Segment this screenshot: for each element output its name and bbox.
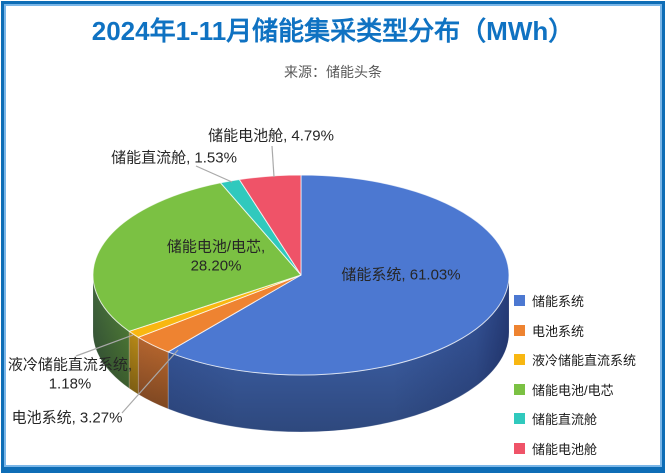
slice-label: 储能电池/电芯, 28.20% (166, 238, 266, 274)
legend-item: 储能直流舱 (514, 404, 636, 434)
legend-swatch-icon (514, 295, 525, 307)
legend-item: 储能系统 (514, 286, 636, 316)
leader-line (271, 145, 275, 178)
source-subtitle: 来源：储能头条 (284, 64, 382, 80)
legend-item: 液冷储能直流系统 (514, 345, 636, 375)
legend-swatch-icon (514, 442, 525, 454)
leader-line (121, 349, 179, 414)
legend-swatch-icon (514, 383, 525, 395)
legend-swatch-icon (514, 413, 525, 425)
legend-label: 储能电池舱 (532, 441, 598, 457)
slice-label: 储能系统, 61.03% (341, 266, 461, 284)
pie-slice-0 (167, 174, 510, 376)
slice-label: 电池系统, 3.27% (11, 409, 123, 427)
legend: 储能系统 电池系统 液冷储能直流系统 储能电池/电芯 储能直流舱 储能电池舱 (514, 286, 636, 463)
legend-item: 电池系统 (514, 316, 636, 346)
page-title: 2024年1-11月储能集采类型分布（MWh） (91, 16, 575, 46)
legend-item: 储能电池/电芯 (514, 375, 636, 405)
legend-label: 储能直流舱 (532, 412, 598, 428)
slice-label: 储能电池舱, 4.79% (208, 127, 334, 145)
leader-line (195, 165, 233, 183)
pie-slice-5 (238, 174, 302, 276)
leader-line (75, 334, 134, 357)
pie-slice-3 (92, 182, 302, 332)
page-frame-inner-border (4, 4, 662, 467)
legend-item: 储能电池舱 (514, 434, 636, 464)
pie-rim-shading (93, 275, 509, 432)
legend-swatch-icon (514, 324, 525, 336)
legend-label: 储能电池/电芯 (532, 382, 614, 398)
slice-label: 液冷储能直流系统, 1.18% (7, 356, 133, 392)
legend-label: 储能系统 (532, 294, 585, 310)
legend-label: 电池系统 (532, 323, 585, 339)
legend-label: 液冷储能直流系统 (532, 353, 637, 369)
legend-swatch-icon (514, 354, 525, 366)
slice-label: 储能直流舱, 1.53% (111, 149, 237, 167)
